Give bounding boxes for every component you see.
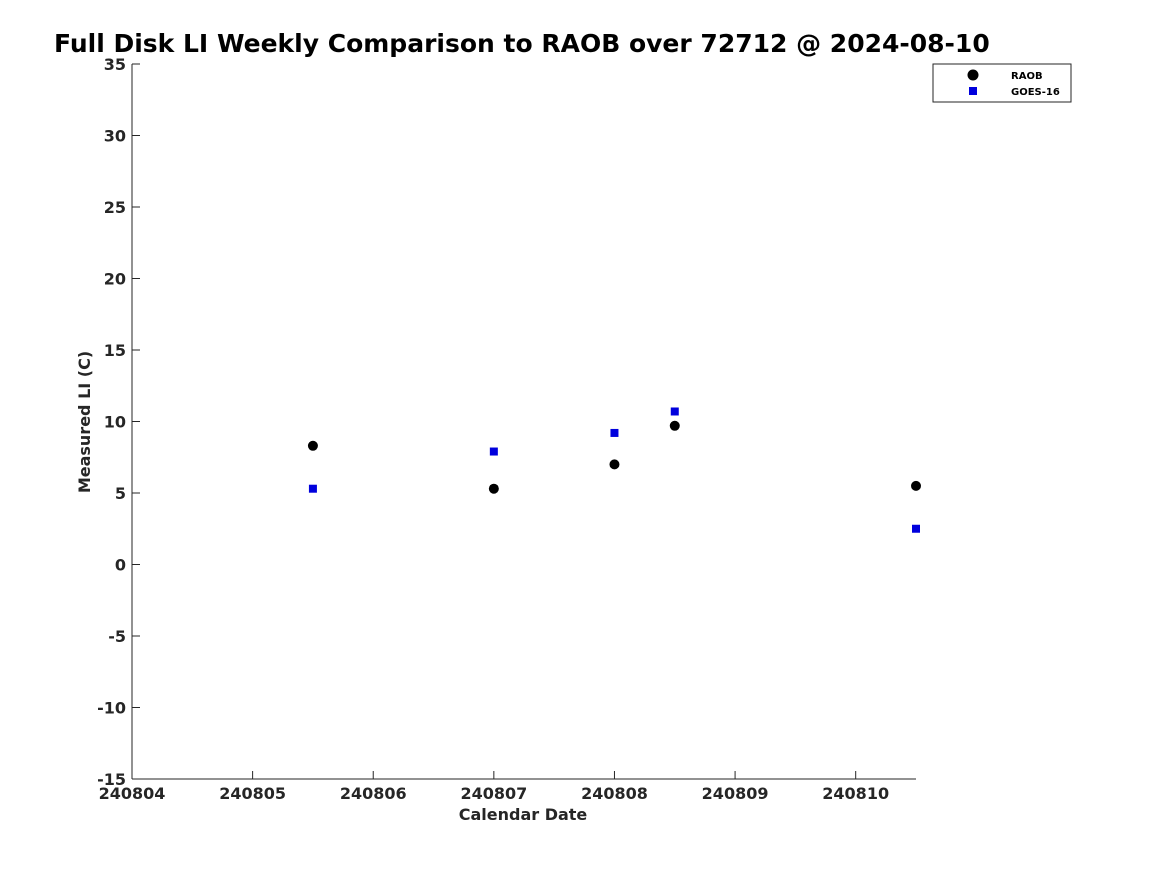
y-tick-label: 35: [104, 55, 126, 74]
y-tick-label: 30: [104, 127, 126, 146]
legend-box: [932, 63, 1072, 103]
goes-16-point: [912, 524, 920, 533]
raob-point: [488, 483, 499, 494]
goes-16-point: [610, 428, 619, 437]
y-tick-label: 20: [104, 270, 126, 289]
x-ticks: 240804 240805 240806 240807 240808 240809 2408…: [99, 771, 889, 803]
data-points: [307, 407, 921, 533]
y-tick-label: 25: [104, 198, 126, 217]
raob-point: [609, 459, 620, 470]
y-tick-label: -10: [97, 699, 126, 718]
raob-point: [307, 440, 318, 451]
x-tick-label: 240805: [219, 784, 286, 803]
x-tick-label: 240807: [460, 784, 527, 803]
y-tick-label: 10: [104, 413, 126, 432]
y-tick-label: 0: [115, 556, 126, 575]
x-tick-label: 240808: [581, 784, 648, 803]
legend-label-raob: RAOB: [1011, 71, 1043, 82]
chart-title: Full Disk LI Weekly Comparison to RAOB o…: [54, 29, 990, 58]
legend-items: RAOB GOES-16: [967, 69, 1060, 98]
x-tick-label: 240806: [340, 784, 407, 803]
y-tick-label: 5: [115, 484, 126, 503]
y-tick-label: -5: [108, 627, 126, 646]
goes-16-point: [670, 407, 679, 416]
legend-marker-goes-16: [969, 87, 977, 95]
legend-marker-raob: [967, 69, 979, 81]
x-tick-label: 240804: [99, 784, 166, 803]
y-axis-label: Measured LI (C): [75, 351, 94, 493]
x-tick-label: 240810: [822, 784, 889, 803]
y-tick-label: -15: [97, 770, 126, 789]
legend: RAOB GOES-16: [932, 63, 1072, 103]
raob-point: [911, 480, 921, 491]
axes: [131, 64, 916, 780]
raob-point: [669, 420, 680, 431]
legend-label-goes-16: GOES-16: [1011, 87, 1060, 98]
goes-16-point: [308, 484, 317, 493]
x-tick-label: 240809: [702, 784, 769, 803]
x-axis-label: Calendar Date: [459, 805, 588, 824]
y-tick-label: 15: [104, 341, 126, 360]
y-ticks: 35 30 25 20 15 10 5 0 -5 -10 -15: [97, 55, 140, 789]
goes-16-point: [489, 447, 498, 456]
